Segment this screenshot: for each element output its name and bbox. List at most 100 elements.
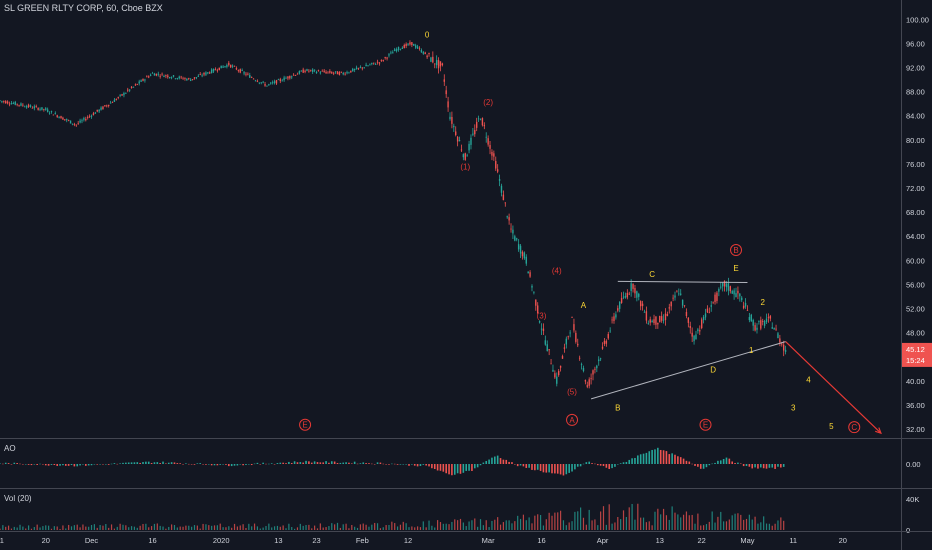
candle-body xyxy=(252,78,255,80)
candle-body xyxy=(550,363,552,365)
ao-bar xyxy=(196,463,199,464)
volume-bar xyxy=(642,517,645,530)
volume-bar xyxy=(211,525,213,530)
candle-body xyxy=(367,65,369,67)
candle-body xyxy=(660,316,663,321)
candle-body xyxy=(308,70,310,72)
ao-bar xyxy=(482,462,485,464)
candle-body xyxy=(615,314,617,318)
candle-body xyxy=(632,283,634,289)
ao-bar xyxy=(668,454,671,464)
volume-bar xyxy=(322,527,324,530)
candle-body xyxy=(567,336,569,338)
ao-bar xyxy=(130,462,133,464)
time-tick-label: 20 xyxy=(839,536,847,545)
time-axis[interactable]: 11 20 Dec 16 2020 13 23 Feb 12 Mar 16 Apr 13 22 May 11 2… xyxy=(0,536,847,545)
ao-bar xyxy=(697,464,699,467)
volume-bar xyxy=(488,527,490,530)
candle-body xyxy=(331,72,333,74)
candle-body xyxy=(98,109,100,112)
volume-bar xyxy=(405,523,407,530)
volume-bar xyxy=(519,518,522,530)
ao-bar xyxy=(648,451,651,464)
candle-body xyxy=(100,107,102,110)
candle-body xyxy=(348,72,350,74)
price-axis[interactable]: 100.00 96.00 92.00 88.00 84.00 80.00 76.00 72.0… xyxy=(902,15,932,535)
candle-body xyxy=(607,334,609,339)
ao-bar xyxy=(182,464,184,465)
candle-body xyxy=(161,73,163,75)
volume-bar xyxy=(93,524,95,530)
ao-bar xyxy=(142,462,144,464)
candle-body xyxy=(678,293,680,295)
volume-bar xyxy=(622,510,625,530)
candle-body xyxy=(519,245,522,254)
candle-body xyxy=(771,327,773,329)
candle-body xyxy=(268,84,270,86)
candle-body xyxy=(498,179,501,181)
ao-bar xyxy=(16,463,18,464)
ao-bar xyxy=(502,459,505,464)
candle-body xyxy=(180,76,182,78)
last-price-tag[interactable] xyxy=(902,342,932,367)
candle-body xyxy=(727,283,730,291)
candle-body xyxy=(289,75,291,79)
candle-body xyxy=(27,104,30,107)
volume-bar xyxy=(199,528,201,530)
candle-body xyxy=(243,72,245,74)
ao-bar xyxy=(571,464,573,472)
candle-body xyxy=(681,299,684,306)
candle-body xyxy=(90,115,93,117)
ao-bar xyxy=(388,464,390,465)
candle-body xyxy=(178,76,180,79)
volume-bar xyxy=(714,522,716,530)
volume-bar xyxy=(780,517,782,530)
candle-body xyxy=(207,72,209,74)
volume-bar xyxy=(617,517,619,530)
candle-body xyxy=(237,70,240,71)
trendline[interactable] xyxy=(590,341,786,400)
ao-bar xyxy=(525,464,528,468)
ao-bar xyxy=(173,462,176,464)
projection-arrow[interactable] xyxy=(785,341,882,434)
volume-bar xyxy=(19,524,21,530)
candle-body xyxy=(20,103,22,106)
ao-bar xyxy=(574,464,576,470)
ao-label: AO xyxy=(4,444,16,453)
trendline[interactable] xyxy=(617,280,748,284)
candle-body xyxy=(167,75,169,78)
candle-body xyxy=(45,108,47,110)
candle-body xyxy=(782,344,785,351)
volume-bar xyxy=(708,521,710,530)
last-price-value: 45.12 xyxy=(906,345,925,354)
volume-bar xyxy=(691,514,693,530)
volume-bar xyxy=(774,523,776,530)
volume-bar xyxy=(256,526,259,530)
volume-bar xyxy=(374,522,376,530)
volume-bar xyxy=(188,525,190,530)
volume-bar xyxy=(508,520,510,530)
volume-bar xyxy=(557,512,559,530)
volume-bar xyxy=(162,526,164,530)
ao-bar xyxy=(7,463,10,464)
ao-bar xyxy=(190,464,193,465)
candle-body xyxy=(350,70,352,73)
candle-body xyxy=(270,82,272,84)
candle-body xyxy=(578,357,581,359)
candle-body xyxy=(453,125,455,128)
volume-bar xyxy=(168,526,170,530)
candle-body xyxy=(384,57,386,59)
ao-bar xyxy=(276,463,279,464)
time-tick-label: 11 xyxy=(0,536,4,545)
ao-bar xyxy=(585,462,588,464)
ao-bar xyxy=(611,464,613,469)
volume-bar xyxy=(233,523,236,530)
wave-label: (1) xyxy=(460,162,470,171)
candle-body xyxy=(477,118,480,120)
candle-body xyxy=(67,120,70,121)
price-tick-label: 96.00 xyxy=(906,39,925,48)
candle-body xyxy=(292,74,295,76)
volume-bar xyxy=(585,524,587,530)
